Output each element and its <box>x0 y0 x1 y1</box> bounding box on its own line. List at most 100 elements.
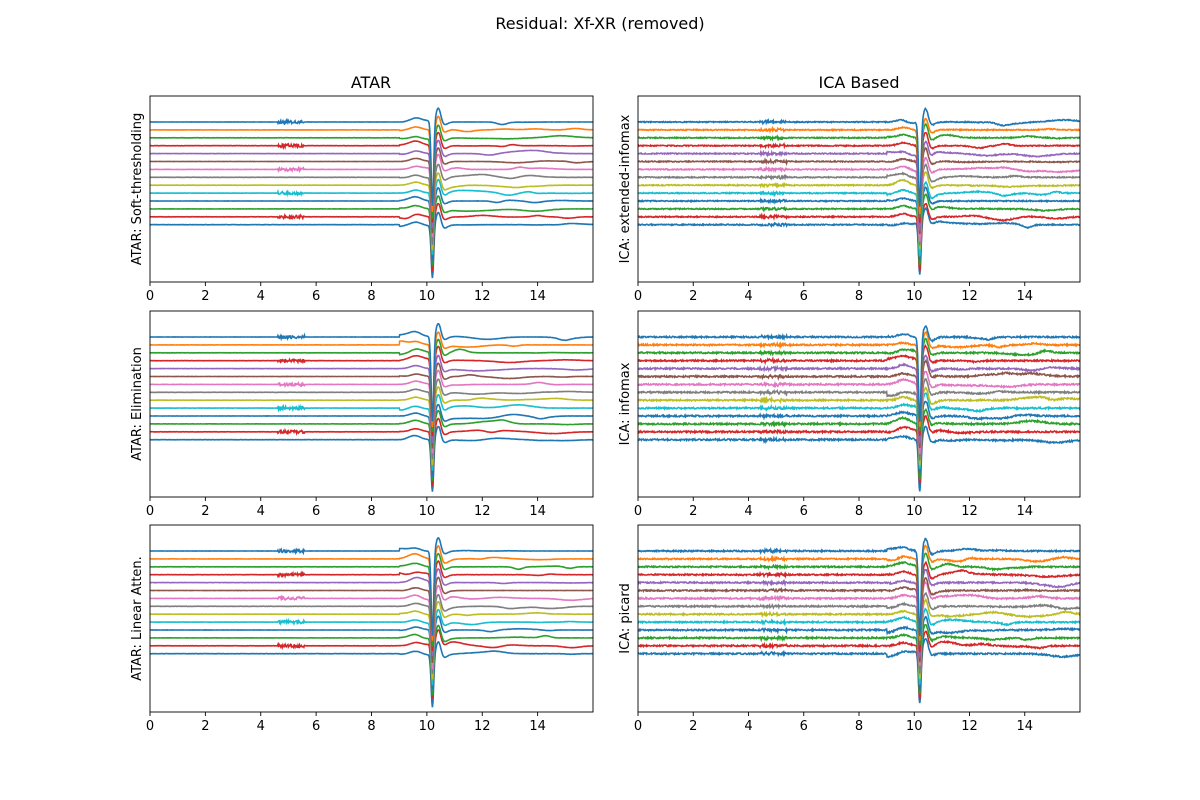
x-tick-label: 14 <box>529 504 546 519</box>
channel-trace <box>150 354 593 444</box>
channel-trace <box>150 544 593 641</box>
x-tick-label: 6 <box>800 289 808 304</box>
channel-trace <box>150 386 593 465</box>
channel-trace <box>150 195 593 267</box>
channel-trace <box>638 354 1080 444</box>
x-tick-label: 8 <box>367 719 375 734</box>
x-tick-label: 4 <box>257 504 265 519</box>
axes-frame <box>149 310 594 498</box>
x-tick-label: 12 <box>961 719 978 734</box>
channel-trace <box>638 378 1080 461</box>
channel-trace <box>150 629 593 699</box>
x-tick-label: 0 <box>634 289 642 304</box>
x-tick-label: 8 <box>855 289 863 304</box>
y-axis-label: ATAR: Elimination <box>130 347 145 461</box>
x-tick-label: 4 <box>744 504 752 519</box>
x-tick-label: 10 <box>906 504 923 519</box>
channel-trace <box>638 630 1080 700</box>
x-tick-label: 14 <box>1016 719 1033 734</box>
figure-title: Residual: Xf-XR (removed) <box>495 14 704 33</box>
x-tick-label: 12 <box>961 289 978 304</box>
x-tick-label: 4 <box>744 719 752 734</box>
x-tick-label: 10 <box>419 289 436 304</box>
traces <box>638 106 1080 275</box>
channel-trace <box>638 581 1080 666</box>
channel-trace <box>150 593 593 674</box>
x-tick-label: 2 <box>689 719 697 734</box>
channel-trace <box>638 407 1080 480</box>
channel-trace <box>638 117 1080 215</box>
channel-trace <box>638 331 1080 427</box>
x-tick-label: 10 <box>419 504 436 519</box>
channel-trace <box>150 202 593 272</box>
x-tick-label: 2 <box>689 289 697 304</box>
channel-trace <box>638 146 1080 234</box>
channel-trace <box>150 600 593 680</box>
x-tick-label: 8 <box>855 504 863 519</box>
channel-trace <box>638 156 1080 242</box>
channel-trace <box>150 172 593 251</box>
channel-trace <box>638 358 1080 449</box>
channel-trace <box>638 560 1080 653</box>
x-tick-label: 8 <box>855 719 863 734</box>
channel-trace <box>638 202 1080 272</box>
x-tick-label: 0 <box>146 289 154 304</box>
channel-trace <box>150 362 593 449</box>
x-tick-label: 6 <box>800 719 808 734</box>
channel-trace <box>638 106 1080 207</box>
x-tick-label: 2 <box>689 504 697 519</box>
traces <box>150 323 593 492</box>
subplot-5: 0 2 4 6 8 10 12 14 ATAR: Linear Atten. <box>130 524 594 734</box>
channel-trace <box>150 369 593 454</box>
channel-trace <box>150 107 593 206</box>
subplot-1: 0 2 4 6 8 10 12 14 ATAR: Soft-thresholding <box>130 95 594 304</box>
x-tick-label: 4 <box>257 289 265 304</box>
channel-trace <box>638 132 1080 223</box>
channel-trace <box>150 584 593 670</box>
x-tick-label: 6 <box>312 719 320 734</box>
channel-trace <box>638 607 1080 685</box>
channel-trace <box>638 140 1080 231</box>
channel-trace <box>150 187 593 261</box>
x-tick-label: 14 <box>529 289 546 304</box>
channel-trace <box>150 178 593 256</box>
y-axis-label: ICA: picard <box>618 583 633 653</box>
x-tick-label: 6 <box>312 289 320 304</box>
subplot-2: 0 2 4 6 8 10 12 14 ICA: extended-infomax <box>618 95 1081 304</box>
x-tick-label: 4 <box>744 289 752 304</box>
channel-trace <box>150 640 593 708</box>
x-tick-label: 12 <box>474 719 491 734</box>
y-axis-label: ICA: infomax <box>618 362 633 445</box>
channel-trace <box>150 576 593 663</box>
channel-trace <box>638 193 1080 266</box>
channel-trace <box>638 400 1080 474</box>
channel-trace <box>638 623 1080 695</box>
x-tick-label: 0 <box>634 719 642 734</box>
channel-trace <box>150 345 593 437</box>
channel-trace <box>638 206 1080 275</box>
y-axis-label: ATAR: Linear Atten. <box>130 556 145 681</box>
channel-trace <box>150 393 593 471</box>
x-tick-label: 10 <box>419 719 436 734</box>
x-tick-label: 4 <box>257 719 265 734</box>
channel-trace <box>638 122 1080 218</box>
channel-trace <box>150 536 593 636</box>
channel-trace <box>150 163 593 245</box>
channel-trace <box>150 331 593 428</box>
x-tick-label: 0 <box>146 719 154 734</box>
column-title-ica: ICA Based <box>818 73 899 92</box>
channel-trace <box>150 425 593 492</box>
channel-trace <box>638 180 1080 257</box>
channel-trace <box>638 324 1080 422</box>
channel-trace <box>638 577 1080 663</box>
channel-trace <box>150 552 593 647</box>
x-tick-label: 10 <box>906 719 923 734</box>
channel-trace <box>150 115 593 212</box>
channel-trace <box>150 323 593 422</box>
channel-trace <box>638 544 1080 641</box>
axes-frame <box>149 95 594 283</box>
channel-trace <box>638 638 1080 704</box>
subplot-3: 0 2 4 6 8 10 12 14 ATAR: Elimination <box>130 310 594 519</box>
channel-trace <box>638 414 1080 484</box>
